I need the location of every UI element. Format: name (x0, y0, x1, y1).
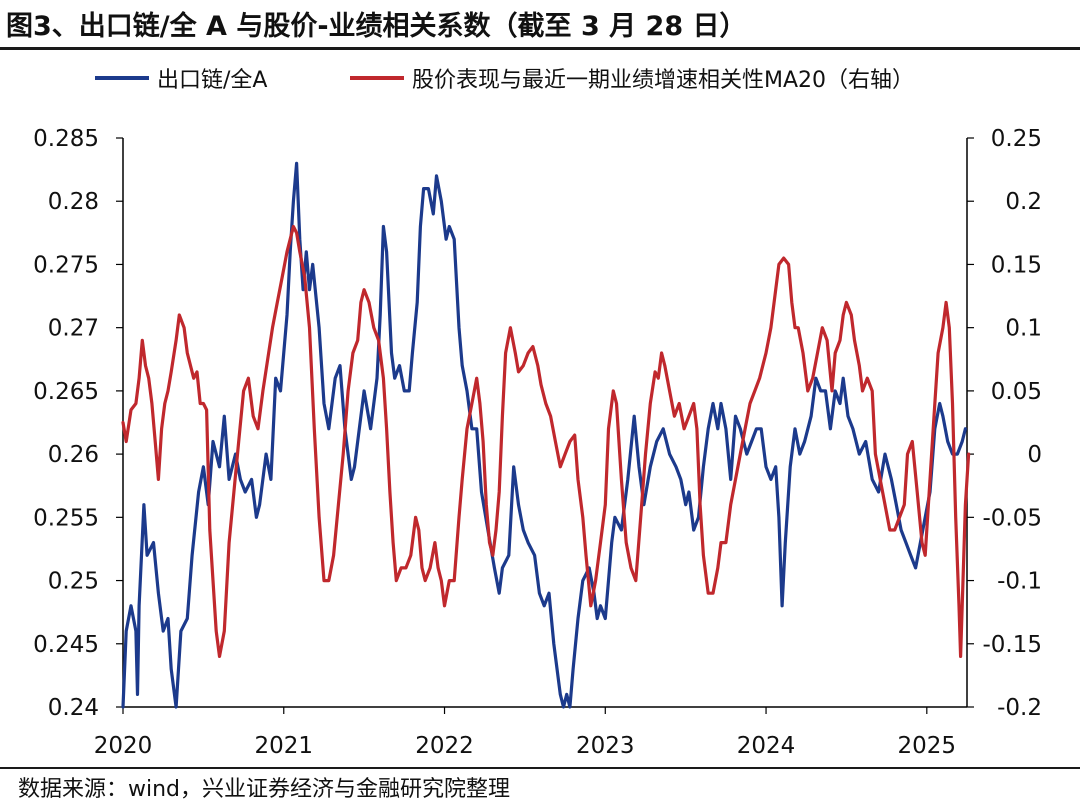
legend-item-series-2: 股价表现与最近一期业绩增速相关性MA20（右轴） (350, 58, 914, 98)
x-tick-label: 2020 (94, 733, 153, 759)
chart-title: 图3、出口链/全 A 与股价-业绩相关系数（截至 3 月 28 日） (6, 11, 747, 42)
tick-labels: 0.24 0.245 0.25 0.255 0.26 0.265 0.27 0.275 0.28… (33, 126, 1042, 759)
y-right-tick-label: 0.2 (1005, 189, 1042, 215)
y-right-tick-label: 0.25 (991, 126, 1042, 152)
x-tick-label: 2023 (576, 733, 635, 759)
y-right-tick-label: 0.05 (991, 379, 1042, 405)
y-right-tick-label: -0.2 (997, 695, 1042, 721)
axes (116, 137, 974, 714)
y-left-tick-label: 0.275 (33, 252, 99, 278)
y-left-tick-label: 0.245 (33, 632, 99, 658)
x-tick-label: 2021 (254, 733, 313, 759)
legend-swatch-series-1 (95, 76, 149, 80)
y-left-tick-label: 0.285 (33, 126, 99, 152)
legend-label-series-1: 出口链/全A (157, 68, 268, 93)
legend-swatch-series-2 (350, 76, 404, 80)
chart-legend: 出口链/全A 股价表现与最近一期业绩增速相关性MA20（右轴） (0, 58, 1080, 98)
y-right-tick-label: -0.15 (982, 632, 1042, 658)
source-note: 数据来源：wind，兴业证券经济与金融研究院整理 (18, 777, 511, 802)
source-divider (0, 767, 1080, 769)
y-right-tick-label: -0.05 (982, 505, 1042, 531)
legend-label-series-2: 股价表现与最近一期业绩增速相关性MA20（右轴） (412, 68, 915, 93)
line-chart: 0.24 0.245 0.25 0.255 0.26 0.265 0.27 0.275 0.28… (33, 126, 1042, 759)
y-right-tick-label: 0.1 (1005, 316, 1042, 342)
legend-item-series-1: 出口链/全A (95, 58, 267, 98)
y-right-tick-label: 0.15 (991, 252, 1042, 278)
y-left-tick-label: 0.27 (48, 316, 99, 342)
series-lines (121, 161, 971, 709)
y-left-tick-label: 0.255 (33, 505, 99, 531)
y-right-tick-label: 0 (1027, 442, 1042, 468)
y-left-tick-label: 0.24 (48, 695, 99, 721)
title-divider (0, 47, 1080, 50)
y-left-tick-label: 0.28 (48, 189, 99, 215)
series-line-2 (121, 224, 971, 658)
x-tick-label: 2022 (415, 733, 474, 759)
y-left-tick-label: 0.265 (33, 379, 99, 405)
y-left-tick-label: 0.26 (48, 442, 99, 468)
series-line-1 (121, 161, 967, 709)
y-left-tick-label: 0.25 (48, 569, 99, 595)
x-tick-label: 2024 (737, 733, 796, 759)
y-right-tick-label: -0.1 (997, 569, 1042, 595)
x-tick-label: 2025 (898, 733, 957, 759)
